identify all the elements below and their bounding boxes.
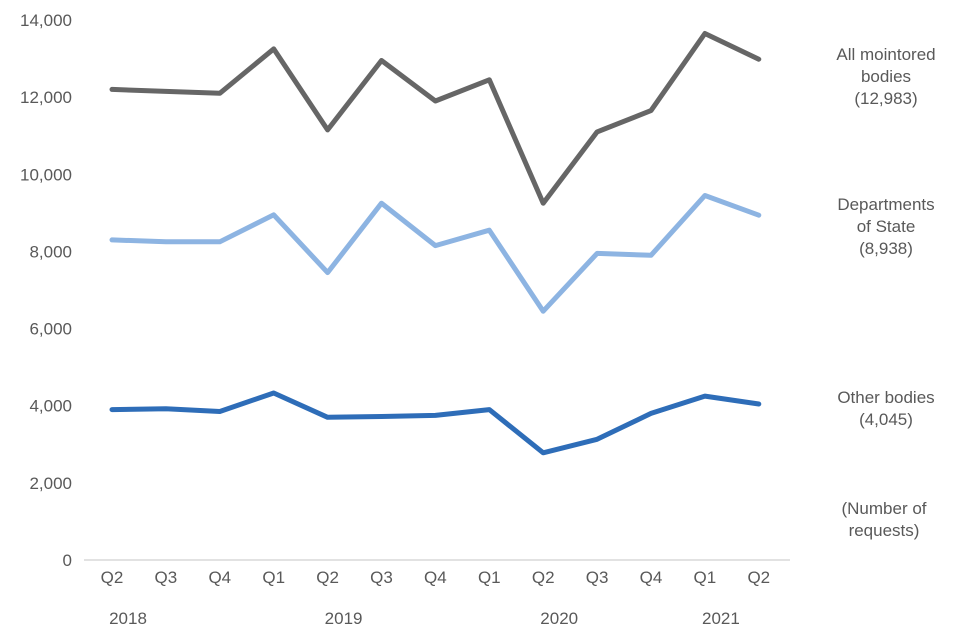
series-label-2: Other bodies (4,045) bbox=[837, 388, 934, 429]
x-tick-quarter: Q4 bbox=[640, 568, 663, 587]
x-tick-quarter: Q4 bbox=[424, 568, 447, 587]
y-tick-label: 4,000 bbox=[29, 397, 72, 416]
series-line-0 bbox=[109, 31, 762, 206]
y-tick-label: 0 bbox=[63, 551, 72, 570]
series-lines bbox=[109, 31, 762, 456]
unit-note: (Number of requests) bbox=[841, 499, 926, 540]
x-tick-quarter: Q2 bbox=[316, 568, 339, 587]
x-tick-quarter: Q1 bbox=[694, 568, 717, 587]
x-tick-year: 2019 bbox=[325, 609, 363, 628]
y-tick-label: 12,000 bbox=[20, 88, 72, 107]
x-tick-quarter: Q3 bbox=[370, 568, 393, 587]
x-axis-quarter-ticks: Q2 Q3 Q4 Q1 Q2 Q3 Q4 Q1 Q2 Q3 Q4 Q1 Q2 bbox=[101, 568, 770, 587]
x-tick-quarter: Q3 bbox=[586, 568, 609, 587]
x-tick-quarter: Q4 bbox=[208, 568, 231, 587]
series-labels: All mointored bodies (12,983) Departments of… bbox=[836, 45, 935, 429]
x-tick-quarter: Q2 bbox=[747, 568, 770, 587]
x-tick-year: 2018 bbox=[109, 609, 147, 628]
y-tick-label: 8,000 bbox=[29, 242, 72, 261]
x-tick-year: 2020 bbox=[540, 609, 578, 628]
y-tick-label: 2,000 bbox=[29, 474, 72, 493]
y-tick-label: 6,000 bbox=[29, 320, 72, 339]
y-tick-label: 10,000 bbox=[20, 165, 72, 184]
x-tick-quarter: Q2 bbox=[101, 568, 124, 587]
x-tick-year: 2021 bbox=[702, 609, 740, 628]
series-label-0: All mointored bodies (12,983) bbox=[836, 45, 935, 108]
x-tick-quarter: Q2 bbox=[532, 568, 555, 587]
x-tick-quarter: Q3 bbox=[155, 568, 178, 587]
series-line-1 bbox=[109, 193, 762, 314]
series-line-2 bbox=[109, 390, 762, 456]
series-label-1: Departments of State (8,938) bbox=[837, 195, 934, 258]
y-axis-ticks: 0 2,000 4,000 6,000 8,000 10,000 12,000 14,000 bbox=[20, 11, 72, 570]
x-tick-quarter: Q1 bbox=[262, 568, 285, 587]
y-tick-label: 14,000 bbox=[20, 11, 72, 30]
x-tick-quarter: Q1 bbox=[478, 568, 501, 587]
x-axis-year-ticks: 2018 2019 2020 2021 bbox=[109, 609, 740, 628]
